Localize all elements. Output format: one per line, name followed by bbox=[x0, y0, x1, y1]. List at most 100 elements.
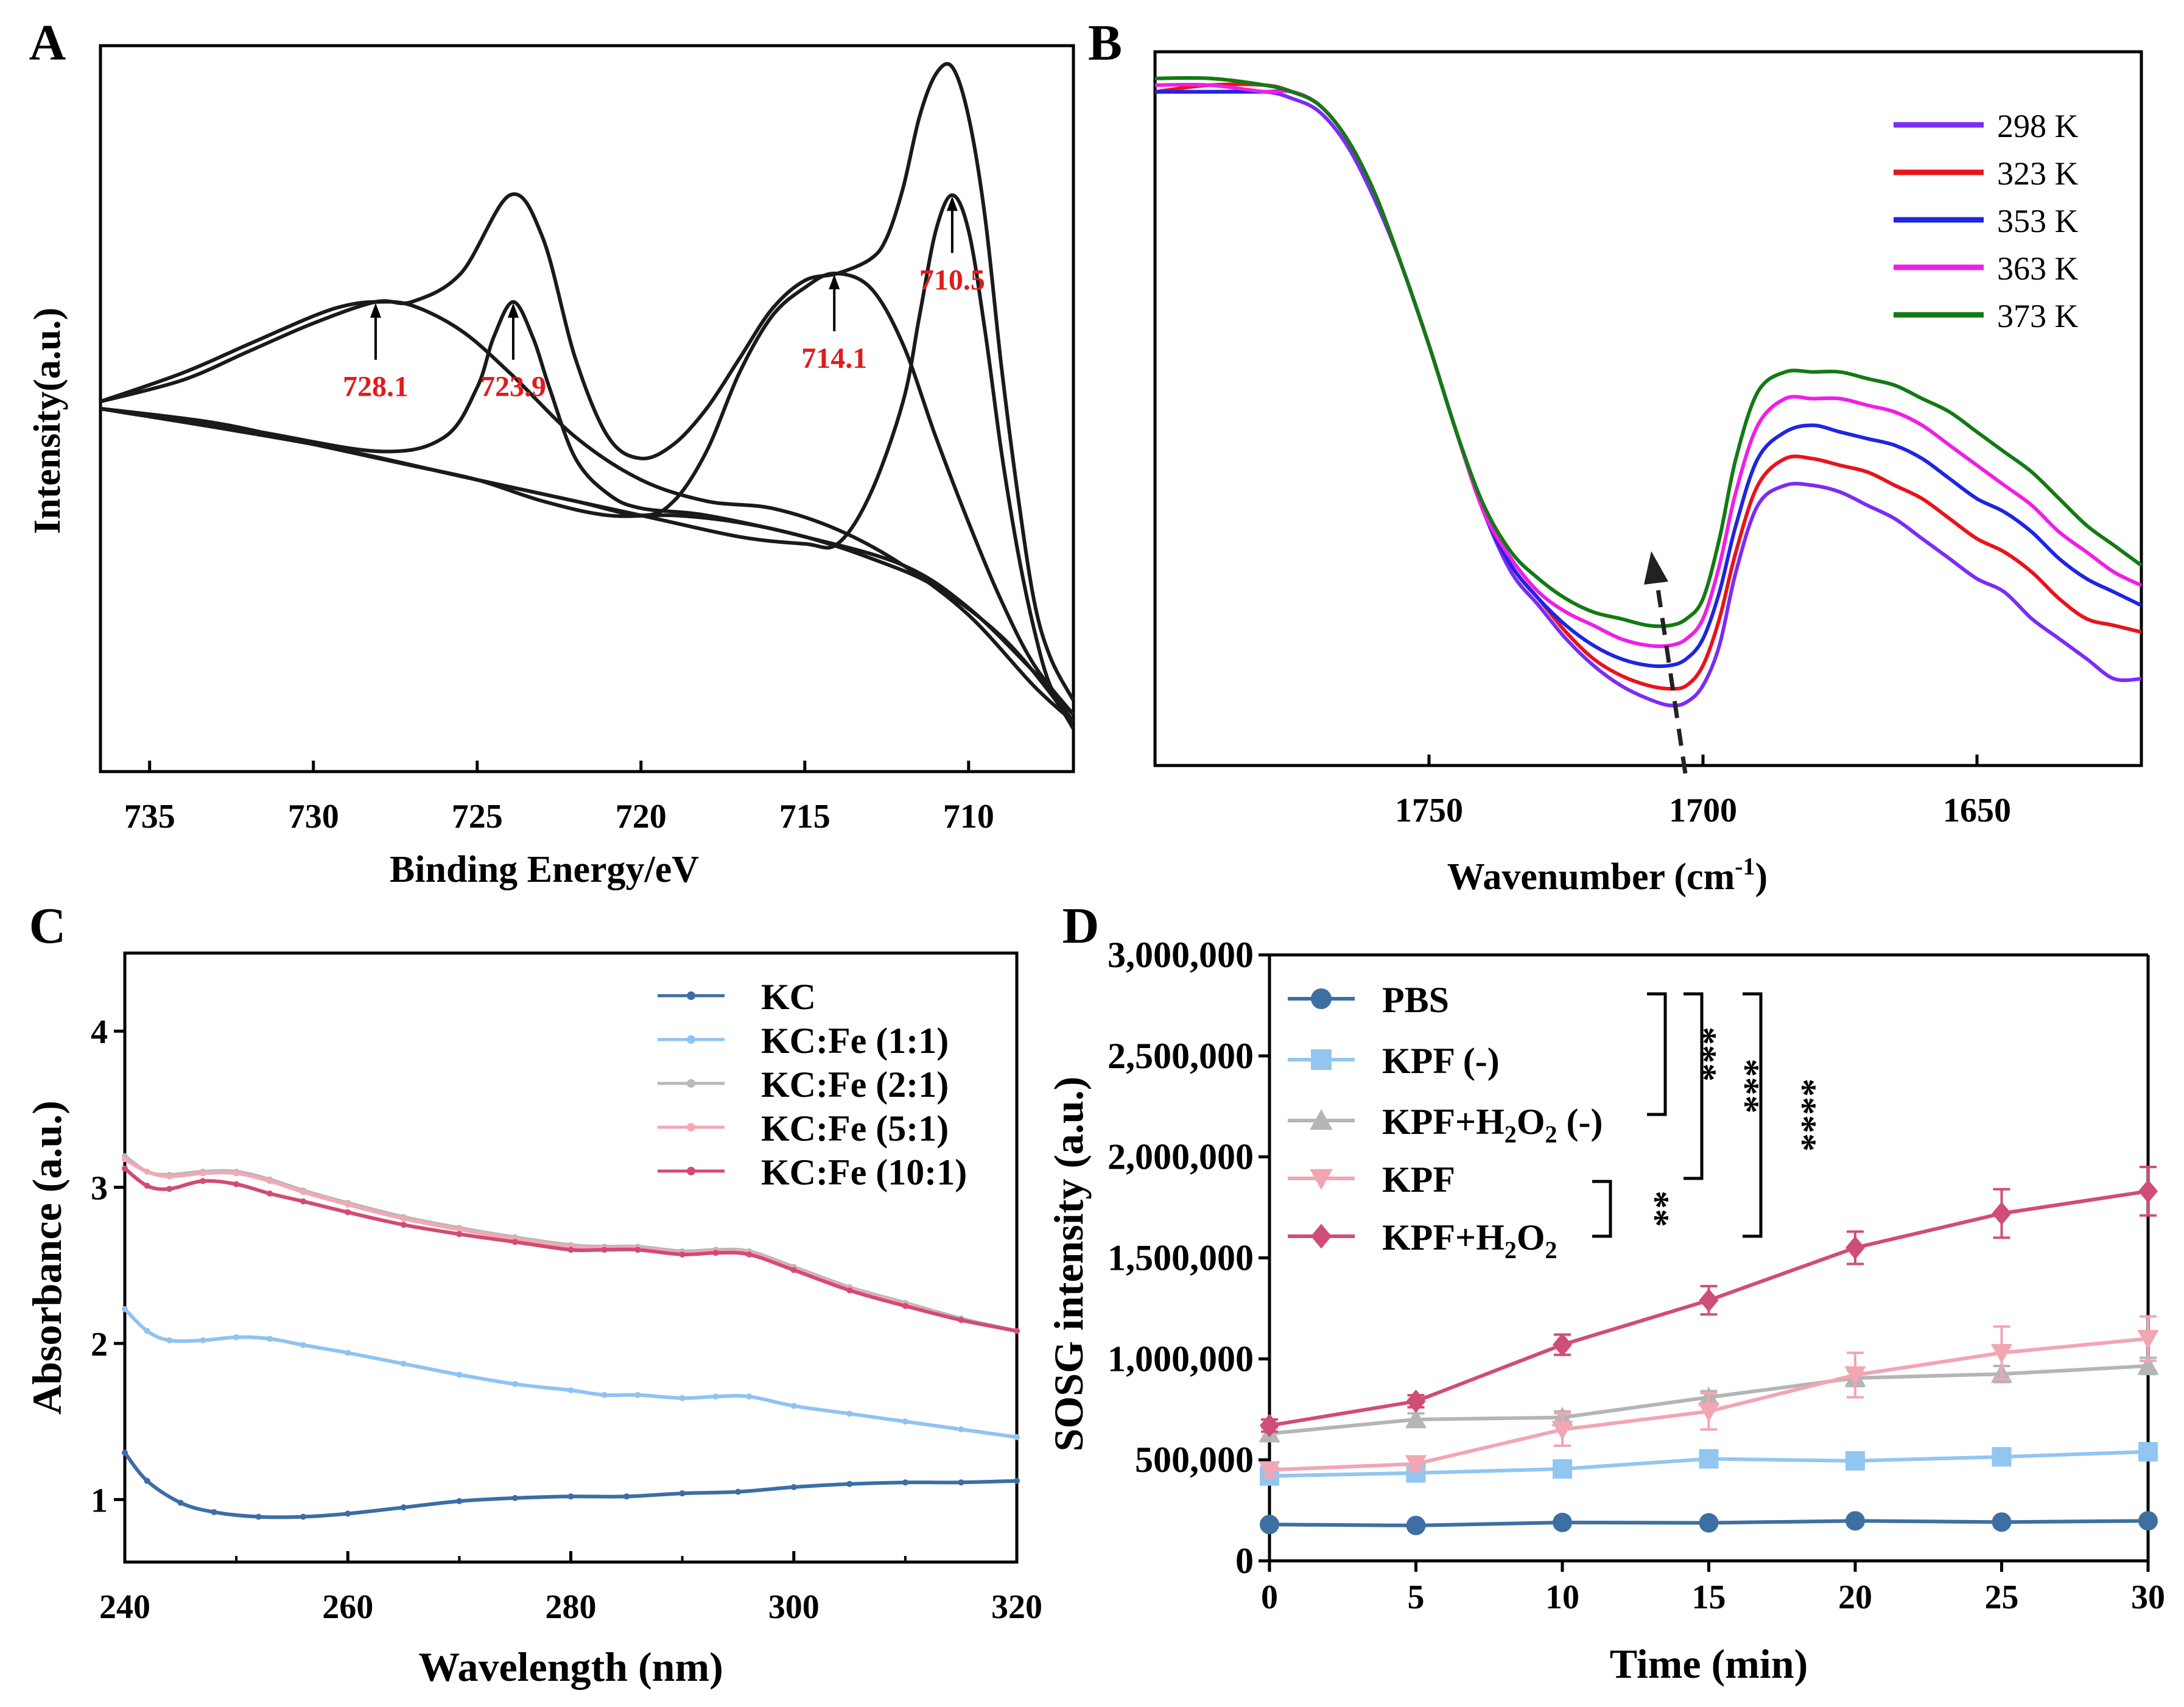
panel-c-series-marker bbox=[790, 1267, 797, 1273]
panel-c-series-marker bbox=[144, 1168, 150, 1175]
panel-a-peak-arrowhead bbox=[829, 274, 840, 289]
panel-d-series-marker bbox=[1405, 1455, 1427, 1475]
panel-d-series-marker bbox=[1698, 1403, 1720, 1423]
panel-d-series-marker bbox=[1311, 1049, 1332, 1070]
panel-d-xtick-label: 5 bbox=[1408, 1579, 1425, 1616]
panel-d-series-marker bbox=[1553, 1512, 1572, 1532]
panel-c-legend-label: KC bbox=[761, 977, 816, 1017]
panel-d-series-marker bbox=[1260, 1515, 1279, 1535]
panel-d-ytick-label: 1,500,000 bbox=[1108, 1238, 1254, 1278]
panel-c-series-marker bbox=[511, 1494, 518, 1501]
panel-d-series-marker bbox=[1311, 988, 1332, 1009]
panel-c-xlabel: Wavelength (nm) bbox=[418, 1644, 723, 1690]
panel-c-series-marker bbox=[958, 1426, 964, 1433]
panel-c-series-marker bbox=[166, 1186, 173, 1192]
panel-c-xtick-label: 260 bbox=[322, 1588, 373, 1626]
panel-c-legend-label: KC:Fe (5:1) bbox=[761, 1108, 949, 1149]
panel-d-series-marker bbox=[1310, 1109, 1333, 1130]
panel-a: A 735 730 725 720 715 710 Binding Energy/eV Inte… bbox=[27, 15, 1075, 890]
panel-d-ytick-label: 0 bbox=[1235, 1541, 1254, 1581]
panel-c-series-marker bbox=[400, 1504, 407, 1511]
panel-c-series-marker bbox=[211, 1508, 217, 1515]
panel-d-xtick-label: 20 bbox=[1838, 1579, 1872, 1616]
panel-c-series-marker bbox=[679, 1251, 686, 1258]
panel-c-series-marker bbox=[166, 1173, 173, 1180]
panel-d-ytick-label: 2,000,000 bbox=[1108, 1137, 1254, 1177]
panel-d-legend-text: KPF+H bbox=[1382, 1217, 1505, 1258]
panel-a-series-line bbox=[100, 193, 1075, 723]
panel-c-series-marker bbox=[144, 1183, 150, 1189]
panel-d-series-marker bbox=[1311, 1223, 1332, 1249]
panel-a-peak-label: 714.1 bbox=[801, 342, 867, 375]
panel-d-xtick-label: 30 bbox=[2131, 1579, 2165, 1616]
panel-d-legend-label: KPF (-) bbox=[1382, 1041, 1500, 1081]
panel-b-xtick-label: 1650 bbox=[1943, 792, 2011, 829]
panel-d-significance-label: **** bbox=[1783, 1079, 1824, 1152]
panel-d-significance-bracket bbox=[1592, 1180, 1612, 1238]
panel-b-xtick-label: 1750 bbox=[1395, 792, 1463, 829]
panel-c-xtick-label: 280 bbox=[546, 1588, 597, 1626]
panel-a-xtick-label: 715 bbox=[779, 798, 830, 836]
panel-d-series-marker bbox=[1553, 1459, 1572, 1479]
panel-c-series-marker bbox=[456, 1371, 463, 1378]
panel-c-legend-label: KC:Fe (10:1) bbox=[761, 1152, 967, 1192]
panel-d-series-marker bbox=[1992, 1447, 2012, 1467]
panel-d-series-marker bbox=[1845, 1511, 1865, 1531]
panel-c-series-marker bbox=[712, 1250, 719, 1256]
panel-c-series-marker bbox=[567, 1493, 574, 1500]
panel-c-series-marker bbox=[267, 1336, 273, 1342]
panel-c-series-marker bbox=[267, 1178, 273, 1184]
panel-d-legend-subscript: 2 bbox=[1505, 1236, 1517, 1264]
panel-c-series-marker bbox=[345, 1350, 351, 1356]
panel-a-xtick-label: 710 bbox=[943, 798, 994, 836]
panel-c-series-marker bbox=[1014, 1477, 1020, 1484]
panel-c-series-marker bbox=[233, 1334, 240, 1340]
panel-a-peak-arrowhead bbox=[370, 303, 381, 318]
panel-c-series-marker bbox=[122, 1306, 128, 1312]
panel-c-xtick-label: 240 bbox=[99, 1588, 150, 1626]
panel-b-legend-label: 353 K bbox=[1997, 203, 2079, 239]
panel-d-xtick-label: 10 bbox=[1545, 1579, 1579, 1616]
panel-c-series-marker bbox=[511, 1239, 518, 1245]
panel-a-peak-label: 728.1 bbox=[343, 371, 409, 403]
panel-c-series-marker bbox=[144, 1477, 150, 1484]
panel-c-legend-label: KC:Fe (1:1) bbox=[761, 1021, 949, 1061]
panel-d: D 0 5 10 15 20 25 30 0 500,000 1,000,000 1,500,000 2… bbox=[1045, 898, 2165, 1687]
panel-c-series-marker bbox=[300, 1189, 306, 1195]
panel-c-series-marker bbox=[958, 1317, 964, 1323]
panel-c-series-marker bbox=[712, 1393, 719, 1400]
panel-d-significance-label: *** bbox=[1684, 1027, 1724, 1082]
panel-d-series-marker bbox=[1990, 1343, 2013, 1364]
panel-a-series-line bbox=[100, 300, 1075, 716]
panel-d-series-marker bbox=[1699, 1513, 1719, 1533]
panel-b-xlabel: Wavenumber (cm-1) bbox=[1447, 853, 1768, 898]
panel-d-series-marker bbox=[1992, 1512, 2012, 1532]
panel-c-series-marker bbox=[746, 1251, 753, 1258]
panel-c-series-marker bbox=[679, 1395, 686, 1401]
panel-c-ylabel: Absorbance (a.u.) bbox=[24, 1100, 70, 1415]
panel-d-legend-label: KPF bbox=[1382, 1160, 1455, 1200]
panel-c-series-marker bbox=[345, 1209, 351, 1216]
panel-c-series-marker bbox=[300, 1342, 306, 1348]
panel-c-series-marker bbox=[400, 1360, 407, 1367]
panel-d-legend-subscript: 2 bbox=[1545, 1121, 1557, 1148]
panel-d-series-marker bbox=[1260, 1413, 1279, 1437]
panel-a-peak-label: 710.5 bbox=[919, 264, 985, 296]
panel-c-ytick-label: 4 bbox=[91, 1013, 108, 1051]
panel-a-series-line bbox=[100, 407, 1075, 730]
panel-label-d: D bbox=[1062, 898, 1100, 954]
panel-d-xtick-label: 0 bbox=[1261, 1579, 1278, 1616]
panel-a-xtick-label: 735 bbox=[124, 798, 175, 836]
panel-c-series-marker bbox=[200, 1170, 206, 1177]
panel-c-legend-marker bbox=[687, 1079, 695, 1088]
panel-b-legend-label: 323 K bbox=[1997, 155, 2079, 192]
panel-c-legend-marker bbox=[687, 991, 695, 1000]
panel-c-series-marker bbox=[200, 1337, 206, 1343]
panel-d-legend-label: KPF+H2O2 bbox=[1382, 1217, 1557, 1264]
panel-c-series-marker bbox=[233, 1170, 240, 1177]
panel-d-series-marker bbox=[1310, 1169, 1333, 1190]
panel-d-legend-text: PBS bbox=[1382, 980, 1449, 1020]
panel-b-xtick-label: 1700 bbox=[1669, 792, 1737, 829]
panel-d-series-marker bbox=[2138, 1511, 2158, 1531]
